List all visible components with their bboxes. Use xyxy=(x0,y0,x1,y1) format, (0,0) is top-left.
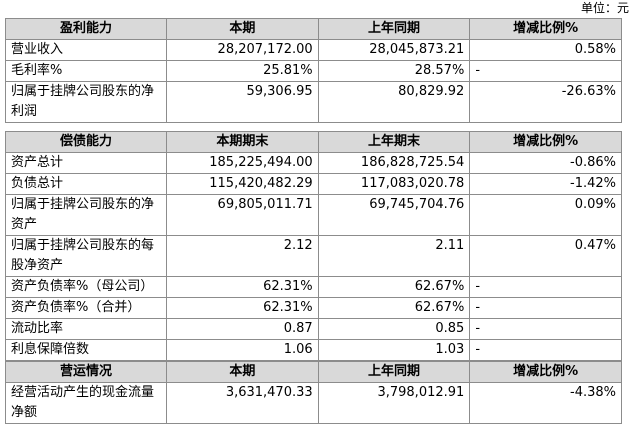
row-label: 归属于挂牌公司股东的净利润 xyxy=(5,81,167,123)
value-cell: 69,805,011.71 xyxy=(166,194,319,236)
value-cell: 185,225,494.00 xyxy=(166,152,319,174)
row-label: 归属于挂牌公司股东的净资产 xyxy=(5,194,167,236)
value-cell: 1.03 xyxy=(317,339,471,361)
data-row: 负债总计 115,420,482.29 117,083,020.78 -1.42% xyxy=(5,173,622,195)
header-cell: 上年期末 xyxy=(317,131,471,153)
data-row: 资产负债率%（合并） 62.31% 62.67% - xyxy=(5,297,622,319)
row-label: 资产总计 xyxy=(5,152,167,174)
value-cell: - xyxy=(469,297,622,319)
header-cell: 本期 xyxy=(166,18,319,40)
value-cell: 69,745,704.76 xyxy=(317,194,471,236)
value-cell: - xyxy=(469,339,622,361)
data-row: 归属于挂牌公司股东的净利润 59,306.95 80,829.92 -26.63% xyxy=(5,81,622,123)
value-cell: 117,083,020.78 xyxy=(317,173,471,195)
row-label: 毛利率% xyxy=(5,60,167,82)
value-cell: 62.67% xyxy=(317,297,471,319)
value-cell: -0.86% xyxy=(469,152,622,174)
header-cell: 上年同期 xyxy=(317,361,471,383)
value-cell: - xyxy=(469,276,622,298)
data-row: 营业收入 28,207,172.00 28,045,873.21 0.58% xyxy=(5,39,622,61)
data-row: 经营活动产生的现金流量净额 3,631,470.33 3,798,012.91 -4.… xyxy=(5,382,622,424)
data-row: 流动比率 0.87 0.85- xyxy=(5,318,622,340)
value-cell: 0.09% xyxy=(469,194,622,236)
data-row: 利息保障倍数 1.06 1.03- xyxy=(5,339,622,361)
value-cell: 0.85 xyxy=(317,318,471,340)
unit-label: 单位：元 xyxy=(580,1,629,15)
header-cell: 上年同期 xyxy=(317,18,471,40)
value-cell: 3,798,012.91 xyxy=(317,382,471,424)
value-cell: 62.31% xyxy=(166,297,319,319)
value-cell: 3,631,470.33 xyxy=(166,382,319,424)
data-row: 资产总计 185,225,494.00 186,828,725.54 -0.86% xyxy=(5,152,622,174)
header-cell: 营运情况 xyxy=(5,361,167,383)
row-label: 归属于挂牌公司股东的每股净资产 xyxy=(5,235,167,277)
value-cell: -26.63% xyxy=(469,81,622,123)
section-table: 营运情况 本期 上年同期 增减比例% 经营活动产生的现金流量净额 3,631,470.33… xyxy=(5,361,622,424)
section-table: 盈利能力 本期 上年同期 增减比例% 营业收入 28,207,172.00 28,045,8… xyxy=(5,18,622,123)
value-cell: 25.81% xyxy=(166,60,319,82)
header-row: 偿债能力 本期期末 上年期末 增减比例% xyxy=(5,131,622,153)
value-cell: 1.06 xyxy=(166,339,319,361)
value-cell: 115,420,482.29 xyxy=(166,173,319,195)
data-row: 毛利率% 25.81% 28.57% - xyxy=(5,60,622,82)
value-cell: 186,828,725.54 xyxy=(317,152,471,174)
row-label: 营业收入 xyxy=(5,39,167,61)
header-cell: 增减比例% xyxy=(469,131,622,153)
value-cell: - xyxy=(469,318,622,340)
value-cell: 2.12 xyxy=(166,235,319,277)
value-cell: - xyxy=(469,60,622,82)
value-cell: 62.67% xyxy=(317,276,471,298)
data-row: 归属于挂牌公司股东的每股净资产 2.12 2.11 0.47% xyxy=(5,235,622,277)
value-cell: 28.57% xyxy=(317,60,471,82)
row-label: 资产负债率%（合并） xyxy=(5,297,167,319)
row-label: 负债总计 xyxy=(5,173,167,195)
header-cell: 本期期末 xyxy=(166,131,319,153)
header-cell: 盈利能力 xyxy=(5,18,167,40)
value-cell: 28,207,172.00 xyxy=(166,39,319,61)
header-cell: 本期 xyxy=(166,361,319,383)
row-label: 经营活动产生的现金流量净额 xyxy=(5,382,167,424)
data-row: 资产负债率%（母公司） 62.31% 62.67% - xyxy=(5,276,622,298)
tables: 盈利能力 本期 上年同期 增减比例% 营业收入 28,207,172.00 28,045,8… xyxy=(5,18,622,424)
value-cell: 0.47% xyxy=(469,235,622,277)
header-row: 营运情况 本期 上年同期 增减比例% xyxy=(5,361,622,383)
row-label: 流动比率 xyxy=(5,318,167,340)
header-row: 盈利能力 本期 上年同期 增减比例% xyxy=(5,18,622,40)
header-cell: 增减比例% xyxy=(469,18,622,40)
header-cell: 偿债能力 xyxy=(5,131,167,153)
header-cell: 增减比例% xyxy=(469,361,622,383)
value-cell: -1.42% xyxy=(469,173,622,195)
value-cell: 59,306.95 xyxy=(166,81,319,123)
row-label: 资产负债率%（母公司） xyxy=(5,276,167,298)
row-label: 利息保障倍数 xyxy=(5,339,167,361)
value-cell: 0.58% xyxy=(469,39,622,61)
value-cell: -4.38% xyxy=(469,382,622,424)
value-cell: 80,829.92 xyxy=(317,81,471,123)
data-row: 归属于挂牌公司股东的净资产 69,805,011.71 69,745,704.76 0… xyxy=(5,194,622,236)
value-cell: 62.31% xyxy=(166,276,319,298)
section-table: 偿债能力 本期期末 上年期末 增减比例% 资产总计 185,225,494.00 186,8… xyxy=(5,131,622,361)
value-cell: 0.87 xyxy=(166,318,319,340)
value-cell: 2.11 xyxy=(317,235,471,277)
value-cell: 28,045,873.21 xyxy=(317,39,471,61)
